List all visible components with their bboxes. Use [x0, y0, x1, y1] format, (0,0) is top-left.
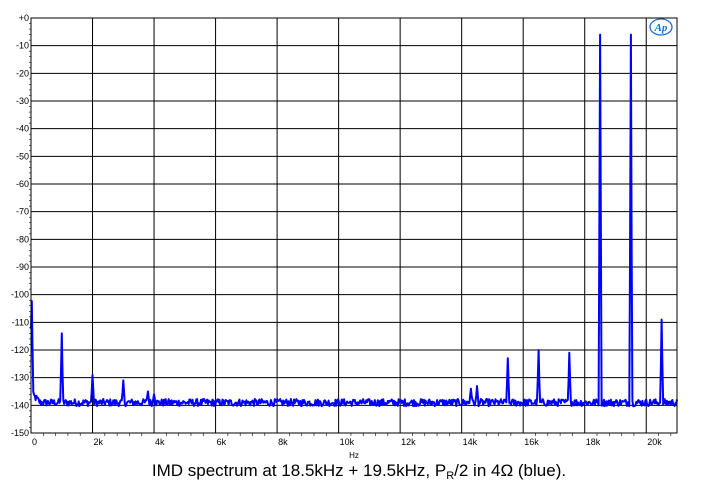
y-tick-label: -50 — [16, 151, 29, 161]
x-tick-label: 20k — [647, 437, 662, 447]
x-tick-label: 14k — [463, 437, 478, 447]
y-tick-label: -60 — [16, 179, 29, 189]
caption-main: IMD spectrum at 18.5kHz + 19.5kHz, P — [151, 461, 447, 480]
plot-area — [31, 18, 677, 433]
x-tick-label: 16k — [524, 437, 539, 447]
y-tick-label: -10 — [16, 41, 29, 51]
x-tick-label: 8k — [278, 437, 288, 447]
x-tick-label: 12k — [401, 437, 416, 447]
y-tick-label: -130 — [11, 373, 29, 383]
y-tick-label: -120 — [11, 345, 29, 355]
y-tick-label: -30 — [16, 96, 29, 106]
x-tick-label: 10k — [340, 437, 355, 447]
blue-spectrum-line — [30, 33, 678, 408]
plot-frame — [30, 17, 678, 434]
caption-subscript: R — [446, 470, 455, 482]
x-tick-label: 6k — [217, 437, 227, 447]
y-tick-label: -150 — [11, 428, 29, 438]
y-tick-label: -20 — [16, 68, 29, 78]
chart-caption: IMD spectrum at 18.5kHz + 19.5kHz, PR/2 … — [0, 461, 718, 482]
x-tick-label: 18k — [586, 437, 601, 447]
x-tick-label: 2k — [94, 437, 104, 447]
y-tick-label: -70 — [16, 207, 29, 217]
ap-logo: Ap — [649, 18, 673, 36]
y-tick-label: +0 — [19, 13, 29, 23]
x-axis-ticks: 0 2k 4k 6k 8k 10k 12k 14k 16k 18k 20k — [32, 433, 672, 447]
x-axis-label: Hz — [349, 451, 359, 460]
caption-rest: /2 in 4Ω (blue). — [454, 461, 567, 480]
x-tick-label: 0 — [32, 437, 37, 447]
imd-spectrum-chart: +0 -10 -20 -30 -40 -50 -60 -70 -80 -90 -100 -110 -12… — [11, 13, 678, 460]
y-tick-label: -110 — [12, 317, 29, 327]
y-tick-label: -40 — [16, 124, 29, 134]
x-tick-label: 4k — [155, 437, 165, 447]
svg-text:Ap: Ap — [654, 22, 668, 34]
y-tick-label: -80 — [16, 234, 29, 244]
y-axis-ticks: +0 -10 -20 -30 -40 -50 -60 -70 -80 -90 -100 -110 -12… — [11, 13, 31, 438]
y-tick-label: -100 — [11, 290, 29, 300]
y-tick-label: -140 — [11, 400, 29, 410]
y-tick-label: -90 — [16, 262, 29, 272]
